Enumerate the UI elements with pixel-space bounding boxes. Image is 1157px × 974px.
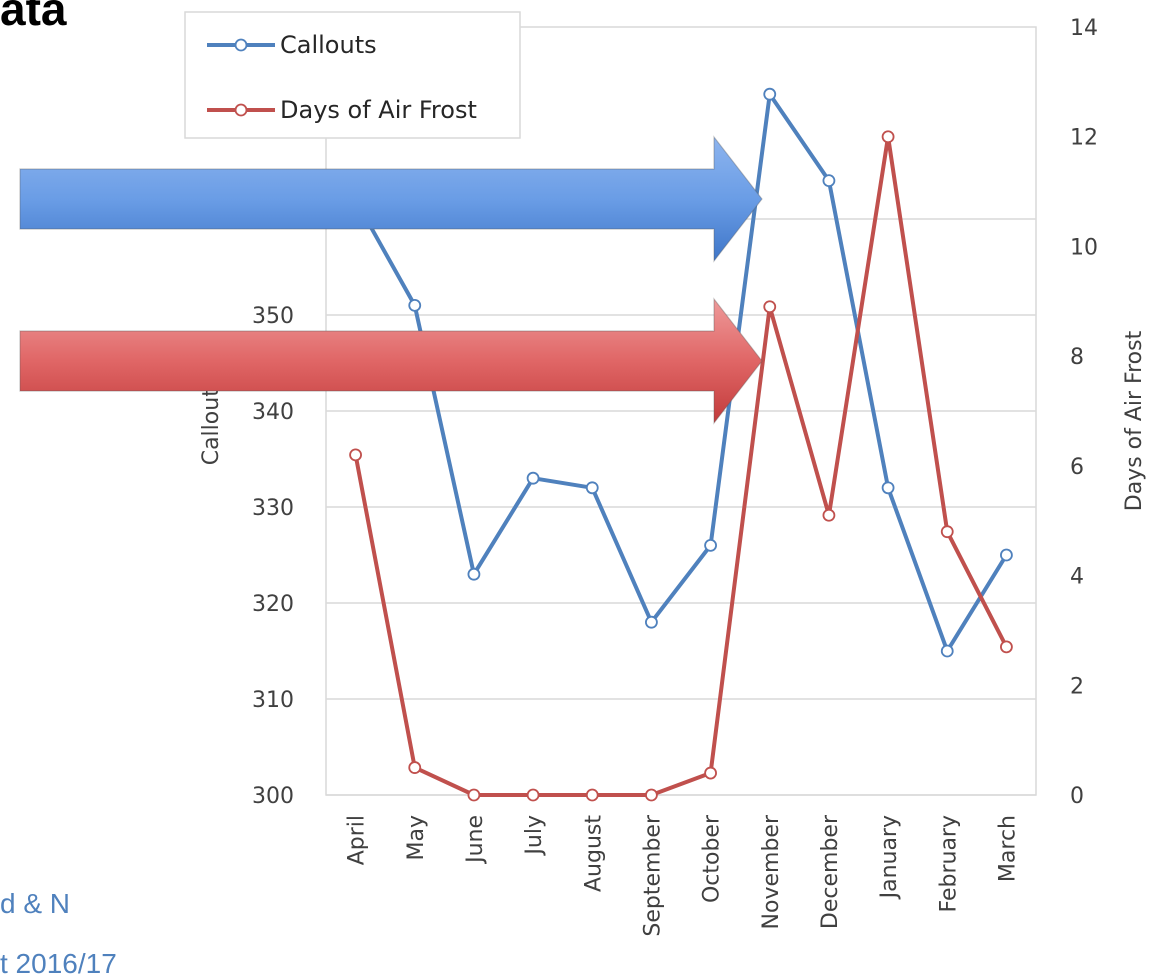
y2-tick-label: 2 bbox=[1070, 674, 1084, 699]
data-point bbox=[526, 471, 540, 485]
data-point bbox=[763, 87, 777, 101]
data-point bbox=[467, 788, 481, 802]
x-tick-label: May bbox=[404, 815, 429, 860]
legend bbox=[184, 11, 521, 139]
legend-marker bbox=[234, 38, 248, 52]
data-point bbox=[704, 766, 717, 780]
footer-line-2: t 2016/17 bbox=[0, 948, 117, 974]
y2-tick-label: 8 bbox=[1070, 345, 1084, 370]
x-tick-label: September bbox=[640, 814, 665, 937]
y2-axis-title: Days of Air Frost bbox=[1122, 330, 1147, 511]
x-tick-label: December bbox=[818, 814, 843, 929]
data-point bbox=[585, 788, 599, 802]
data-point bbox=[822, 508, 836, 522]
x-tick-label: January bbox=[877, 815, 902, 900]
y2-tick-label: 0 bbox=[1070, 784, 1084, 809]
legend-label: Days of Air Frost bbox=[280, 96, 477, 124]
data-point bbox=[585, 481, 599, 495]
x-tick-label: March bbox=[995, 815, 1020, 882]
footer-line-1: d & N bbox=[0, 888, 71, 919]
data-point bbox=[349, 448, 362, 462]
air-frost-arrow bbox=[19, 297, 763, 425]
data-point bbox=[1000, 548, 1013, 562]
x-tick-label: February bbox=[936, 815, 961, 913]
legend-label: Callouts bbox=[280, 31, 377, 59]
y2-tick-label: 6 bbox=[1070, 455, 1084, 480]
x-tick-label: November bbox=[759, 814, 784, 929]
data-point bbox=[822, 174, 836, 188]
y-tick-label: 320 bbox=[252, 592, 294, 617]
y-tick-label: 350 bbox=[252, 304, 294, 329]
data-point bbox=[467, 567, 481, 581]
x-tick-label: August bbox=[581, 815, 606, 892]
data-point bbox=[940, 525, 954, 539]
legend-marker bbox=[234, 103, 248, 117]
x-tick-label: April bbox=[345, 815, 370, 865]
data-point bbox=[763, 300, 777, 314]
callouts-arrow bbox=[19, 135, 763, 263]
data-point bbox=[1000, 640, 1013, 654]
data-point bbox=[881, 481, 895, 495]
data-point bbox=[704, 539, 717, 552]
data-point bbox=[408, 761, 422, 774]
series-line-days-of-air-frost bbox=[353, 134, 1009, 797]
y-tick-label: 300 bbox=[252, 784, 294, 809]
data-point bbox=[881, 130, 895, 144]
y2-tick-label: 14 bbox=[1070, 16, 1098, 41]
y2-tick-label: 12 bbox=[1070, 126, 1098, 151]
y-tick-label: 340 bbox=[252, 400, 294, 425]
y-tick-label: 310 bbox=[252, 688, 294, 713]
series-line-callouts bbox=[353, 92, 1009, 653]
x-tick-label: June bbox=[463, 815, 488, 865]
data-point bbox=[645, 788, 658, 802]
slide-title: ata bbox=[0, 0, 67, 35]
data-point bbox=[526, 788, 540, 802]
y-axis-title: Callouts bbox=[199, 377, 224, 466]
y-tick-label: 330 bbox=[252, 496, 294, 521]
x-tick-label: October bbox=[700, 814, 725, 903]
x-tick-label: July bbox=[522, 815, 547, 857]
data-point bbox=[940, 644, 954, 658]
y2-tick-label: 4 bbox=[1070, 565, 1084, 590]
y2-tick-label: 10 bbox=[1070, 235, 1098, 260]
data-point bbox=[408, 298, 422, 312]
data-point bbox=[645, 615, 658, 629]
